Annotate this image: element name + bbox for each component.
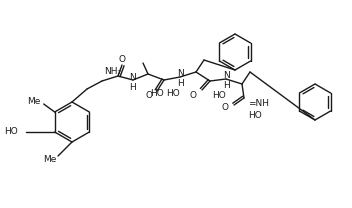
Text: HO: HO [166,88,180,98]
Text: O: O [146,92,153,100]
Text: N: N [177,69,183,78]
Text: O: O [190,90,197,99]
Text: HO: HO [248,110,262,120]
Text: Me: Me [43,156,56,165]
Text: O: O [222,104,229,113]
Text: N: N [130,73,136,82]
Text: HO: HO [4,128,18,136]
Text: NH₂: NH₂ [104,68,121,77]
Text: H: H [222,82,230,90]
Text: HO: HO [212,90,226,99]
Text: O: O [119,56,126,64]
Text: =NH: =NH [248,99,269,108]
Text: N: N [222,72,230,80]
Text: Me: Me [27,97,41,105]
Text: H: H [177,79,183,88]
Text: H: H [130,83,136,92]
Text: HO: HO [150,89,164,99]
